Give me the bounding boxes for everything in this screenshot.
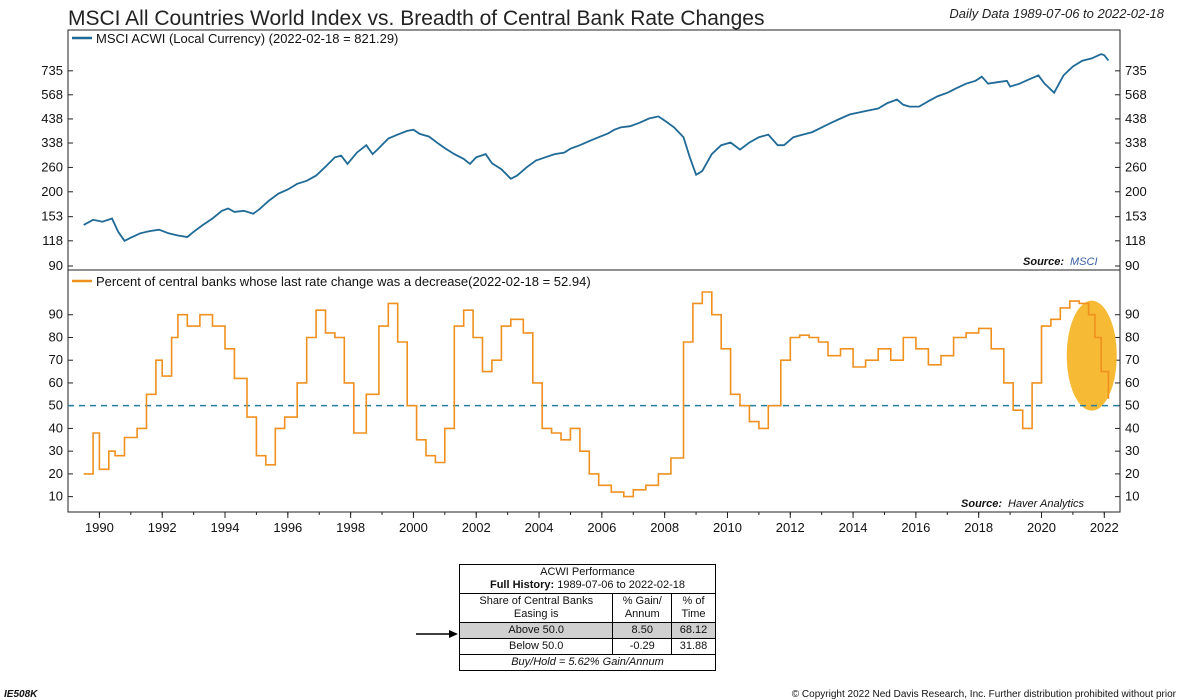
- row-label: Below 50.0: [458, 638, 614, 655]
- breadth-tick-label-right: 30: [1125, 443, 1139, 458]
- acwi-tick-label-left: 118: [42, 233, 63, 248]
- breadth-panel: Percent of central banks whose last rate…: [49, 269, 1140, 513]
- col-header-gain: % Gain/Annum: [612, 593, 673, 623]
- breadth-tick-label-right: 60: [1125, 375, 1139, 390]
- x-tick-label: 2020: [1027, 520, 1056, 535]
- acwi-tick-label-right: 260: [1125, 159, 1147, 174]
- acwi-panel: MSCI ACWI (Local Currency) (2022-02-18 =…: [41, 29, 1147, 273]
- x-tick-label: 2002: [462, 520, 491, 535]
- row-gain: -0.29: [612, 638, 673, 655]
- x-tick-label: 2010: [713, 520, 742, 535]
- acwi-legend-label: MSCI ACWI (Local Currency) (2022-02-18 =…: [96, 31, 398, 46]
- copyright-notice: © Copyright 2022 Ned Davis Research, Inc…: [792, 689, 1177, 700]
- breadth-tick-label-right: 20: [1125, 466, 1139, 481]
- acwi-tick-label-right: 735: [1125, 63, 1147, 78]
- acwi-series-line: [83, 53, 1110, 242]
- x-tick-label: 2018: [964, 520, 993, 535]
- col-header-time: % of Time: [671, 593, 716, 623]
- row-time: 68.12: [671, 622, 716, 639]
- acwi-tick-label-left: 568: [41, 87, 63, 102]
- table-history-label: Full History:: [489, 579, 555, 591]
- acwi-tick-label-left: 260: [41, 159, 63, 174]
- table-title-cell: ACWI Performance Full History: 1989-07-0…: [459, 564, 716, 594]
- breadth-tick-label-right: 50: [1125, 398, 1139, 413]
- acwi-tick-label-left: 153: [41, 209, 63, 224]
- x-tick-label: 2000: [399, 520, 428, 535]
- breadth-tick-label-right: 90: [1125, 307, 1139, 322]
- row-time: 31.88: [671, 638, 716, 655]
- col-header-time-line2: Time: [681, 608, 706, 620]
- acwi-tick-label-right: 568: [1125, 87, 1147, 102]
- x-tick-label: 1992: [148, 520, 177, 535]
- acwi-tick-label-right: 153: [1125, 209, 1147, 224]
- col-header-share-line1: Share of Central Banks: [479, 595, 594, 607]
- x-tick-label: 2022: [1090, 520, 1119, 535]
- table-title: ACWI Performance: [540, 566, 635, 578]
- breadth-tick-label-right: 40: [1125, 420, 1139, 435]
- acwi-source-name: MSCI: [1070, 256, 1098, 268]
- x-axis-ticks: 1990 1992 1994 1996 1998 2000 2002 2004 2006 2008…: [85, 512, 1119, 535]
- acwi-tick-label-right: 338: [1125, 135, 1147, 150]
- breadth-tick-label-left: 80: [49, 329, 63, 344]
- arrow-head-icon: [449, 630, 458, 638]
- acwi-source-label: Source:: [1023, 256, 1064, 268]
- breadth-tick-label-left: 90: [49, 307, 63, 322]
- date-range: Daily Data 1989-07-06 to 2022-02-18: [949, 6, 1164, 21]
- x-tick-label: 2008: [650, 520, 679, 535]
- col-header-share: Share of Central Banks Easing is: [458, 593, 614, 623]
- breadth-panel-frame: [67, 269, 1121, 513]
- acwi-tick-label-right: 90: [1125, 258, 1139, 273]
- acwi-panel-frame: [67, 29, 1121, 271]
- acwi-tick-label-left: 90: [49, 258, 63, 273]
- table-history: Full History: 1989-07-06 to 2022-02-18: [463, 579, 712, 592]
- breadth-series-line: [83, 291, 1110, 498]
- breadth-tick-label-left: 20: [49, 466, 63, 481]
- x-tick-label: 1994: [211, 520, 240, 535]
- breadth-tick-label-left: 70: [49, 352, 63, 367]
- row-gain: 8.50: [612, 622, 673, 639]
- table-history-range: 1989-07-06 to 2022-02-18: [557, 579, 686, 591]
- acwi-tick-label-left: 438: [41, 111, 63, 126]
- col-header-time-line1: % of: [682, 595, 705, 607]
- col-header-gain-line2: Annum: [624, 608, 660, 620]
- table-footer: Buy/Hold = 5.62% Gain/Annum: [459, 654, 716, 671]
- col-header-share-line2: Easing is: [513, 608, 559, 620]
- x-tick-label: 1996: [273, 520, 302, 535]
- x-tick-label: 2014: [839, 520, 868, 535]
- col-header-gain-line1: % Gain/: [622, 595, 662, 607]
- acwi-tick-label-right: 200: [1125, 184, 1147, 199]
- x-tick-label: 1990: [85, 520, 114, 535]
- breadth-legend-label: Percent of central banks whose last rate…: [96, 274, 591, 289]
- acwi-tick-label-left: 735: [41, 63, 63, 78]
- x-tick-label: 2004: [525, 520, 554, 535]
- breadth-tick-label-left: 40: [49, 420, 63, 435]
- table-row: Below 50.0 -0.29 31.88: [458, 638, 716, 655]
- chart-code: IE508K: [4, 689, 38, 700]
- breadth-tick-label-left: 60: [49, 375, 63, 390]
- x-tick-label: 2012: [776, 520, 805, 535]
- acwi-y-ticks: 90 90 118 118 153 153 200 200 260 260 338 338 438 438…: [41, 63, 1146, 273]
- row-label: Above 50.0: [458, 622, 614, 639]
- breadth-tick-label-right: 10: [1125, 489, 1139, 504]
- acwi-tick-label-left: 338: [41, 135, 63, 150]
- breadth-tick-label-left: 10: [49, 489, 63, 504]
- breadth-tick-label-left: 50: [49, 398, 63, 413]
- recent-decline-highlight: [1066, 300, 1117, 411]
- breadth-source-label: Source:: [961, 498, 1002, 510]
- x-tick-label: 1998: [336, 520, 365, 535]
- acwi-tick-label-right: 118: [1125, 233, 1146, 248]
- breadth-tick-label-right: 70: [1125, 352, 1139, 367]
- table-row: Above 50.0 8.50 68.12: [458, 622, 716, 639]
- breadth-tick-label-right: 80: [1125, 329, 1139, 344]
- breadth-source-name: Haver Analytics: [1008, 498, 1085, 510]
- breadth-y-ticks: 10 10 20 20 30 30 40 40 50 50 60 60 70 70 80 80 90 90: [49, 307, 1140, 504]
- acwi-tick-label-right: 438: [1125, 111, 1147, 126]
- acwi-tick-label-left: 200: [41, 184, 63, 199]
- breadth-tick-label-left: 30: [49, 443, 63, 458]
- acwi-performance-table: ACWI Performance Full History: 1989-07-0…: [458, 564, 716, 671]
- chart-title: MSCI All Countries World Index vs. Bread…: [68, 7, 764, 30]
- x-tick-label: 2016: [901, 520, 930, 535]
- x-tick-label: 2006: [587, 520, 616, 535]
